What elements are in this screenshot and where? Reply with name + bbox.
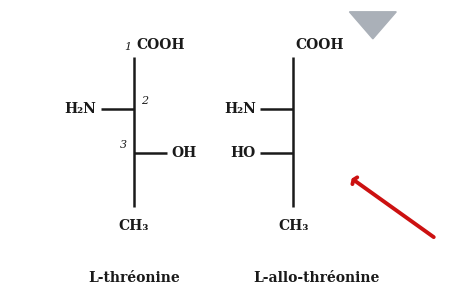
- Text: COOH: COOH: [296, 38, 344, 52]
- Text: H₂N: H₂N: [224, 103, 256, 117]
- Text: L-thréonine: L-thréonine: [88, 271, 180, 285]
- Text: L-allo-thréonine: L-allo-thréonine: [254, 271, 380, 285]
- Text: 3: 3: [120, 140, 127, 150]
- Text: CH₃: CH₃: [278, 219, 309, 233]
- Text: HO: HO: [230, 146, 256, 160]
- Text: 2: 2: [141, 96, 148, 106]
- Text: OH: OH: [172, 146, 197, 160]
- Text: 1: 1: [125, 42, 132, 52]
- Text: H₂N: H₂N: [64, 103, 97, 117]
- Text: COOH: COOH: [137, 38, 185, 52]
- Polygon shape: [349, 12, 396, 39]
- Text: CH₃: CH₃: [119, 219, 149, 233]
